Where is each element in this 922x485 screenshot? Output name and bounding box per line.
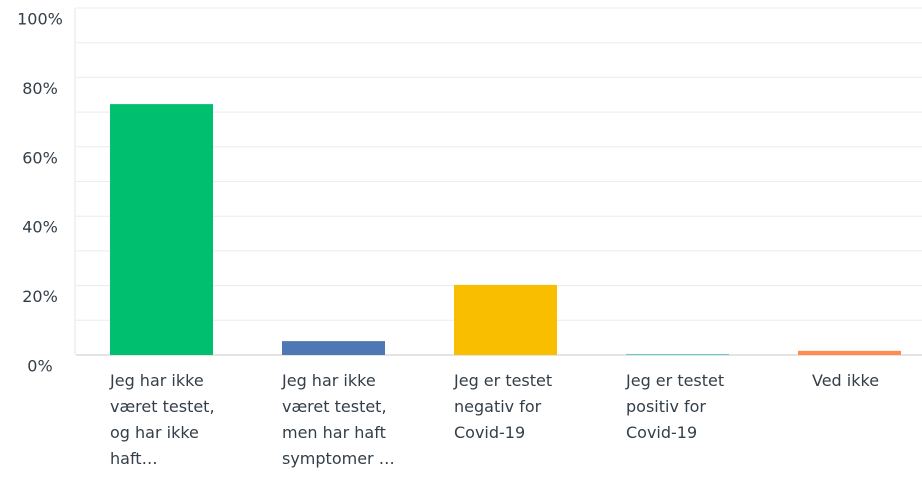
y-tick-label: 80% — [22, 79, 58, 98]
bar — [798, 350, 901, 355]
x-tick-label: Ved ikke — [812, 371, 880, 390]
bar — [454, 284, 557, 355]
y-tick-label: 20% — [22, 287, 58, 306]
bar — [626, 353, 729, 355]
bar — [282, 341, 385, 355]
x-tick-label: Jeg har ikke været testet, men har haft … — [282, 371, 395, 468]
y-tick-label: 100% — [17, 10, 63, 29]
y-tick-label: 40% — [22, 218, 58, 237]
bar — [110, 104, 213, 355]
x-tick-label: Jeg er testet positiv for Covid-19 — [626, 371, 725, 442]
y-tick-label: 0% — [27, 357, 52, 376]
y-tick-label: 60% — [22, 148, 58, 167]
x-tick-label: Jeg er testet negativ for Covid-19 — [454, 371, 553, 442]
x-tick-label: Jeg har ikke været testet, og har ikke h… — [110, 371, 215, 468]
